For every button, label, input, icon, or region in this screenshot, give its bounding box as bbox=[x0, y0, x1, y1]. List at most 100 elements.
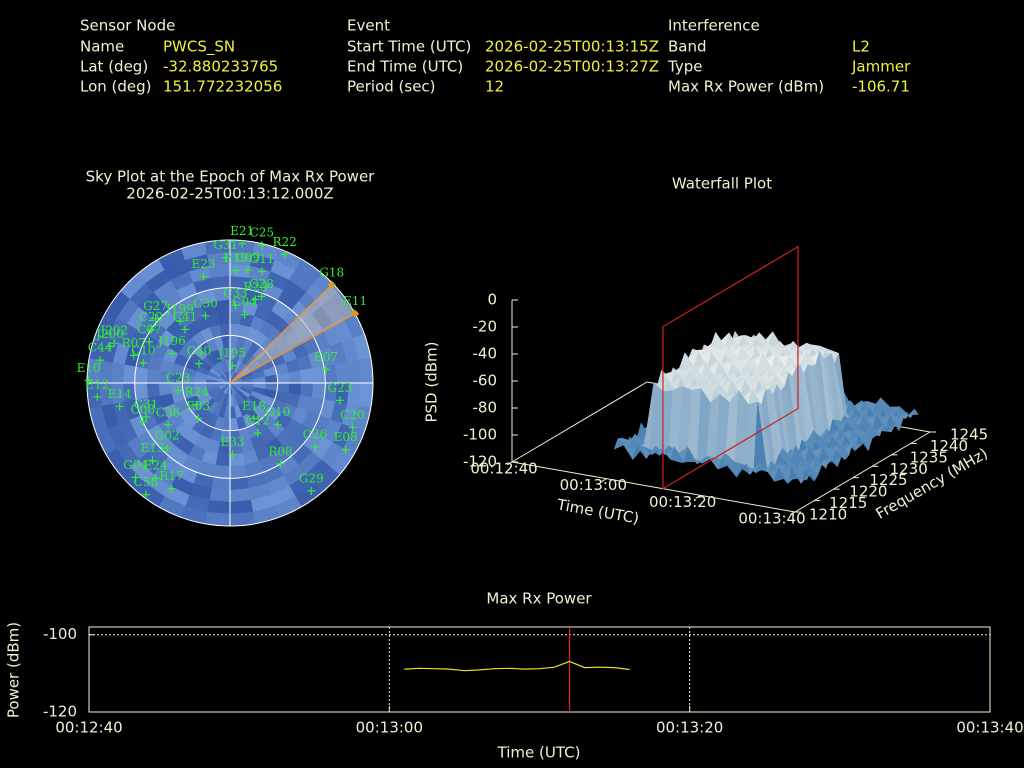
satellite-label: E07 bbox=[314, 350, 338, 364]
satellite-marker bbox=[231, 301, 240, 310]
time-axis bbox=[511, 461, 796, 513]
satellite-marker bbox=[139, 358, 148, 367]
satellite-label: C09 bbox=[236, 251, 260, 265]
satellite-label: E23 bbox=[191, 257, 215, 271]
x-tick-label: 00:12:40 bbox=[470, 460, 537, 478]
sky-cell bbox=[110, 362, 125, 384]
z-tick-label: -40 bbox=[473, 345, 498, 363]
x-tick-label: 00:13:00 bbox=[560, 476, 627, 494]
power-x-label: Time (UTC) bbox=[497, 744, 581, 762]
satellite-marker bbox=[84, 376, 93, 385]
power-title: Max Rx Power bbox=[486, 590, 592, 608]
plot-frame bbox=[88, 626, 991, 713]
satellite-label: J199 bbox=[164, 302, 194, 316]
satellite-marker bbox=[164, 420, 173, 429]
satellite-label: R17 bbox=[159, 469, 183, 483]
satellite-marker bbox=[231, 266, 240, 275]
field-label: Start Time (UTC) bbox=[347, 38, 471, 56]
z-tick-label: -60 bbox=[473, 372, 498, 390]
waterfall-title: Waterfall Plot bbox=[672, 175, 772, 193]
x-tick bbox=[506, 461, 513, 466]
satellite-label: E13 bbox=[140, 441, 164, 455]
z-tick-label: -20 bbox=[473, 318, 498, 336]
satellite-label: G02 bbox=[155, 429, 180, 443]
satellite-marker bbox=[240, 310, 249, 319]
satellite-label: C31 bbox=[134, 397, 158, 411]
sky-cell bbox=[229, 476, 249, 491]
field-label: Type bbox=[667, 58, 702, 76]
satellite-label: G10 bbox=[266, 405, 291, 419]
satellite-marker bbox=[335, 396, 344, 405]
satellite-label: C23 bbox=[166, 371, 190, 385]
sky-cell bbox=[335, 362, 350, 384]
field-value: 2026-02-25T00:13:27Z bbox=[485, 58, 659, 76]
satellite-label: E19 bbox=[224, 251, 248, 265]
x-tick bbox=[695, 494, 701, 499]
x-tick-label: 00:13:20 bbox=[649, 493, 716, 511]
field-value: Jammer bbox=[851, 58, 911, 76]
sky-cell bbox=[358, 382, 374, 409]
satellite-marker bbox=[151, 314, 160, 323]
sky-cell bbox=[300, 368, 314, 384]
satellite-marker bbox=[138, 417, 147, 426]
y-tick-label: -100 bbox=[43, 625, 77, 643]
sky-cell bbox=[122, 364, 137, 384]
satellite-marker bbox=[181, 325, 190, 334]
satellite-label: E24 bbox=[144, 459, 168, 473]
satellite-marker bbox=[194, 414, 203, 423]
satellite-marker bbox=[129, 351, 138, 360]
satellite-label: G27 bbox=[143, 299, 168, 313]
satellite-label: C20 bbox=[340, 408, 364, 422]
satellite-marker bbox=[96, 356, 105, 365]
z-tick-label: -80 bbox=[473, 399, 498, 417]
field-label: Period (sec) bbox=[347, 78, 436, 96]
x-tick-label: 00:13:00 bbox=[356, 719, 423, 737]
satellite-label: J202 bbox=[98, 324, 128, 338]
satellite-label: R07 bbox=[122, 336, 146, 350]
satellite-marker bbox=[257, 241, 266, 250]
sky-cell bbox=[300, 382, 314, 398]
satellite-marker bbox=[276, 459, 285, 468]
field-value: L2 bbox=[852, 38, 870, 56]
satellite-marker bbox=[167, 484, 176, 493]
z-tick-label: 0 bbox=[487, 291, 497, 309]
sky-cell bbox=[209, 488, 231, 503]
satellite-marker bbox=[251, 295, 260, 304]
field-value: 151.772232056 bbox=[163, 78, 282, 96]
x-tick-label: 00:13:40 bbox=[738, 510, 805, 528]
satellite-label: E10 bbox=[77, 361, 101, 375]
satellite-marker bbox=[243, 266, 252, 275]
satellite-label: R22 bbox=[272, 235, 296, 249]
satellite-label: C38 bbox=[156, 405, 180, 419]
satellite-marker bbox=[311, 443, 320, 452]
x-tick-label: 00:12:40 bbox=[55, 719, 122, 737]
satellite-label: C40 bbox=[187, 344, 211, 358]
sky-cell bbox=[211, 476, 231, 491]
y-tick-label: 1235 bbox=[910, 448, 948, 466]
waterfall-z-label: PSD (dBm) bbox=[423, 341, 441, 422]
satellite-label: R24 bbox=[185, 385, 210, 399]
sky-cell bbox=[158, 382, 172, 396]
sky-cell bbox=[213, 464, 231, 479]
y-tick-label: 1240 bbox=[930, 437, 968, 455]
sky-cell bbox=[311, 382, 326, 400]
satellite-label: C26 bbox=[303, 428, 327, 442]
x-tick bbox=[789, 511, 796, 516]
satellite-marker bbox=[192, 400, 201, 409]
satellite-marker bbox=[110, 339, 119, 348]
satellite-label: G23 bbox=[327, 381, 352, 395]
power-y-label: Power (dBm) bbox=[5, 622, 23, 718]
sky-cell bbox=[229, 500, 254, 515]
sky-cell bbox=[217, 311, 231, 325]
satellite-marker bbox=[115, 402, 124, 411]
satellite-label: E12 bbox=[85, 377, 109, 391]
sky-cell bbox=[134, 366, 149, 384]
satellite-marker bbox=[146, 325, 155, 334]
satellite-marker bbox=[145, 337, 154, 346]
sky-cell bbox=[229, 511, 256, 527]
sky-cell bbox=[347, 359, 362, 384]
y-tick-label: 1230 bbox=[890, 460, 928, 478]
satellite-label: C04 bbox=[232, 295, 257, 309]
satellite-marker bbox=[151, 474, 160, 483]
satellite-marker bbox=[257, 292, 266, 301]
